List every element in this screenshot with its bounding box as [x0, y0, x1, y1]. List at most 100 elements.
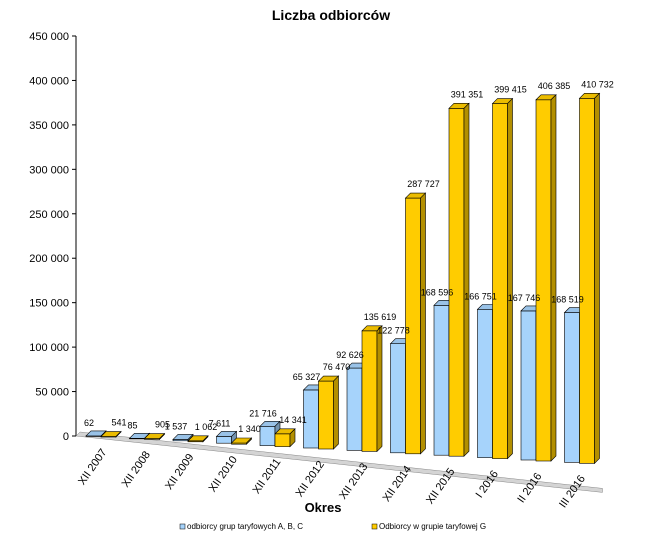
y-tick-label: 250 000	[29, 209, 69, 221]
legend-label-series-1: odbiorcy grup taryfowych A, B, C	[187, 522, 303, 531]
legend-label-series-2: Odbiorcy w grupie taryfowej G	[379, 522, 486, 531]
data-label: 135 619	[364, 312, 397, 322]
x-tick-label: XII 2011	[251, 456, 284, 496]
chart-title: Liczba odbiorców	[272, 7, 390, 23]
legend: odbiorcy grup taryfowych A, B, C Odbiorc…	[179, 522, 486, 531]
y-tick-label: 200 000	[29, 253, 69, 265]
data-label: 541	[111, 418, 126, 428]
data-label: 122 778	[377, 326, 410, 336]
data-label: 92 626	[336, 350, 364, 360]
y-tick-label: 350 000	[29, 120, 69, 132]
bar-s2-side	[202, 435, 209, 443]
bar-s2-side	[463, 102, 470, 457]
bar-s2	[230, 437, 253, 445]
y-tick-label: 0	[63, 431, 69, 443]
bar-s1-front	[346, 367, 363, 451]
data-label: 399 415	[494, 85, 527, 95]
bar-s1-front	[564, 312, 580, 463]
legend-swatch-series-2	[371, 523, 378, 530]
y-tick-label: 100 000	[29, 342, 69, 354]
x-tick-label: I 2016	[474, 468, 501, 500]
data-label: 62	[84, 418, 94, 428]
bar-s2-side	[115, 430, 122, 438]
bar-s2-front	[579, 98, 595, 464]
bar-s2-side	[246, 437, 252, 445]
y-tick-label: 450 000	[29, 31, 69, 43]
bar-s2-side	[376, 325, 383, 453]
bar-s1-side	[100, 430, 107, 437]
data-label: 391 351	[451, 89, 484, 99]
chart-floor	[75, 431, 603, 493]
data-label: 1 537	[165, 421, 188, 431]
data-label: 14 341	[279, 415, 307, 425]
bar-s2	[187, 435, 209, 443]
x-tick-label: XII 2010	[207, 454, 240, 494]
bar-s2	[100, 430, 122, 438]
bar-s1-front	[520, 310, 537, 461]
data-label: 65 327	[293, 372, 321, 382]
bar-s2-front	[274, 433, 291, 447]
bar-s2	[535, 94, 557, 462]
bar-s2	[143, 432, 166, 441]
bar-s2	[317, 375, 340, 450]
bar-s2-front	[535, 99, 552, 462]
bar-s2-front	[492, 103, 508, 459]
data-label: 410 732	[581, 79, 614, 89]
data-label: 1 340	[238, 424, 261, 434]
bar-s1	[259, 420, 281, 447]
bar-s2-front	[448, 108, 465, 457]
y-tick-label: 300 000	[29, 164, 69, 176]
bar-s1-front	[477, 309, 493, 458]
bar-s2	[361, 325, 383, 453]
data-label: 166 751	[464, 291, 497, 301]
bar-s1-front	[216, 436, 232, 444]
bars	[85, 92, 601, 465]
x-axis-title: Okres	[305, 500, 342, 515]
x-tick-label: XII 2007	[76, 447, 109, 487]
bar-s1-front	[433, 305, 450, 456]
bar-s1-front	[259, 425, 276, 446]
data-label: 168 519	[551, 295, 584, 305]
x-tick-label: III 2016	[557, 473, 588, 510]
x-tick-label: XII 2012	[294, 459, 327, 499]
data-label: 905	[155, 420, 170, 430]
x-tick-label: II 2016	[515, 471, 544, 505]
bar-s1	[172, 433, 194, 442]
bar-s2-side	[550, 94, 557, 462]
bar-s2	[274, 428, 296, 448]
bar-s2-side	[289, 428, 296, 448]
data-label: 76 470	[323, 362, 351, 372]
bar-s2-front	[318, 380, 334, 450]
x-tick-label: XII 2008	[120, 449, 153, 489]
bar-s2-front	[361, 330, 378, 452]
bar-s2	[404, 192, 427, 455]
x-tick-label: XII 2009	[163, 452, 196, 492]
data-label: 287 727	[407, 179, 440, 189]
legend-swatch-series-1	[179, 523, 186, 530]
y-tick-label: 50 000	[35, 387, 69, 399]
data-label: 85	[127, 420, 137, 430]
bar-s2-side	[159, 432, 165, 441]
bar-s1	[215, 430, 238, 444]
y-axis-ticks: 0 50 000 100 000 150 000 200 000 250 000 300 0…	[29, 31, 76, 443]
data-label: 1 062	[195, 422, 218, 432]
bar-s2	[448, 102, 470, 457]
y-tick-label: 400 000	[29, 75, 69, 87]
y-tick-label: 150 000	[29, 298, 69, 310]
bar-s2-side	[420, 192, 426, 455]
data-label: 168 596	[421, 287, 454, 297]
bar-s2	[491, 97, 514, 460]
bar-s1-front	[390, 343, 406, 454]
data-label: 167 746	[508, 293, 541, 303]
bar-s2	[578, 92, 601, 465]
x-tick-label: XII 2013	[337, 461, 370, 501]
bar-s2-side	[333, 375, 339, 450]
bar-s2-side	[507, 97, 513, 460]
bar-s2-side	[594, 92, 600, 465]
floor-plane	[75, 431, 603, 493]
data-label: 21 716	[249, 408, 277, 418]
data-label: 406 385	[538, 81, 571, 91]
